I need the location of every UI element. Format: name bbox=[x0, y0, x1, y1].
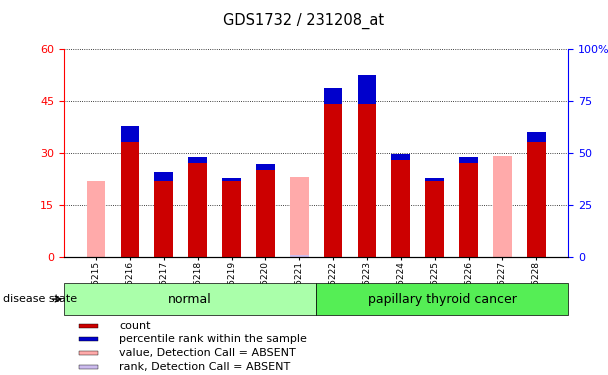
Bar bbox=[290, 255, 308, 257]
Bar bbox=[493, 156, 512, 257]
Bar bbox=[426, 178, 444, 181]
Bar bbox=[392, 153, 410, 160]
Bar bbox=[358, 75, 376, 104]
Text: percentile rank within the sample: percentile rank within the sample bbox=[119, 334, 307, 344]
Bar bbox=[79, 324, 98, 328]
Text: rank, Detection Call = ABSENT: rank, Detection Call = ABSENT bbox=[119, 362, 291, 372]
Bar bbox=[316, 283, 568, 315]
Text: disease state: disease state bbox=[3, 294, 77, 304]
Bar bbox=[426, 181, 444, 257]
Bar bbox=[527, 142, 545, 257]
Bar bbox=[120, 142, 139, 257]
Bar bbox=[79, 351, 98, 355]
Text: count: count bbox=[119, 321, 151, 331]
Text: GDS1732 / 231208_at: GDS1732 / 231208_at bbox=[223, 13, 385, 29]
Bar bbox=[459, 157, 478, 163]
Bar bbox=[459, 163, 478, 257]
Bar bbox=[392, 160, 410, 257]
Bar bbox=[358, 104, 376, 257]
Bar bbox=[154, 181, 173, 257]
Bar bbox=[87, 181, 105, 257]
Bar bbox=[154, 172, 173, 181]
Bar bbox=[256, 164, 275, 170]
Bar bbox=[222, 178, 241, 181]
Bar bbox=[222, 181, 241, 257]
Bar bbox=[188, 163, 207, 257]
Text: papillary thyroid cancer: papillary thyroid cancer bbox=[368, 292, 517, 306]
Text: normal: normal bbox=[168, 292, 212, 306]
Bar bbox=[256, 170, 275, 257]
Bar bbox=[527, 132, 545, 142]
Bar bbox=[79, 337, 98, 341]
Bar bbox=[324, 88, 342, 104]
Text: value, Detection Call = ABSENT: value, Detection Call = ABSENT bbox=[119, 348, 296, 358]
Bar bbox=[324, 104, 342, 257]
Bar bbox=[120, 126, 139, 142]
Bar bbox=[64, 283, 316, 315]
Bar bbox=[79, 364, 98, 369]
Bar bbox=[188, 157, 207, 163]
Bar bbox=[290, 177, 308, 257]
